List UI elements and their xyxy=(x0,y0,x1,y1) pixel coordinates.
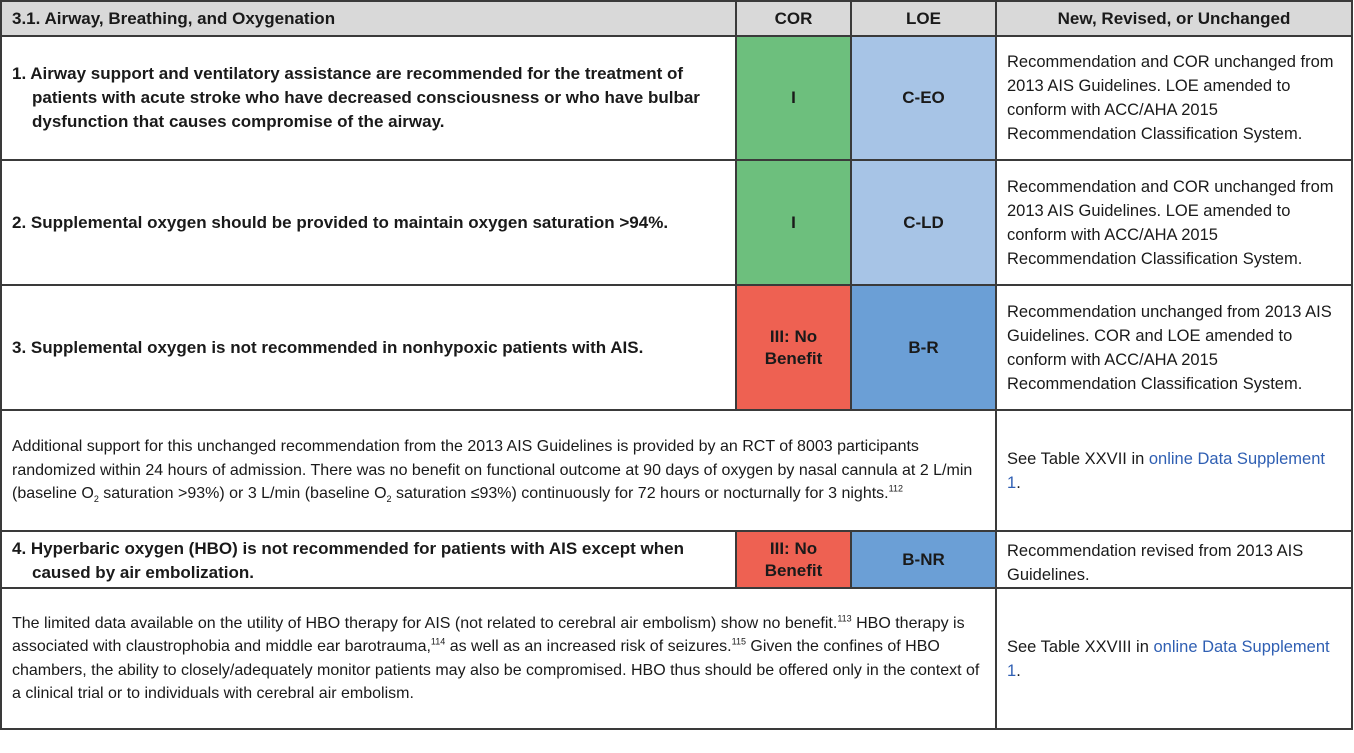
cor-line-1: III: No xyxy=(769,538,818,558)
supporting-note-row-1: Additional support for this unchanged re… xyxy=(0,409,1353,532)
status-header: New, Revised, or Unchanged xyxy=(995,0,1353,37)
reference-superscript: 113 xyxy=(837,613,852,624)
loe-badge: B-R xyxy=(850,284,997,411)
cor-badge: III: No Benefit xyxy=(735,284,852,411)
cor-line-1: III: No xyxy=(769,326,818,346)
loe-badge: C-LD xyxy=(850,159,997,286)
cor-header: COR xyxy=(735,0,852,37)
status-text: Recommendation unchanged from 2013 AIS G… xyxy=(995,284,1353,411)
table-header-row: 3.1. Airway, Breathing, and Oxygenation … xyxy=(0,0,1353,37)
cor-line-2: Benefit xyxy=(764,348,823,368)
supporting-note-row-2: The limited data available on the utilit… xyxy=(0,587,1353,730)
data-supplement-link[interactable]: online Data Supplement 1 xyxy=(1007,637,1330,680)
data-supplement-link[interactable]: online Data Supplement 1 xyxy=(1007,449,1325,492)
cor-badge: III: No Benefit xyxy=(735,530,852,589)
supporting-text: The limited data available on the utilit… xyxy=(0,587,997,730)
recommendation-row-4: 4. Hyperbaric oxygen (HBO) is not recomm… xyxy=(0,530,1353,589)
recommendations-table: 3.1. Airway, Breathing, and Oxygenation … xyxy=(0,0,1353,730)
recommendation-row-1: 1. Airway support and ventilatory assist… xyxy=(0,35,1353,161)
recommendation-text: 3. Supplemental oxygen is not recommende… xyxy=(12,337,644,357)
data-supplement-reference: See Table XXVIII in online Data Suppleme… xyxy=(995,587,1353,730)
reference-superscript: 115 xyxy=(731,636,746,647)
loe-badge: B-NR xyxy=(850,530,997,589)
cor-line-2: Benefit xyxy=(764,560,823,580)
reference-superscript: 114 xyxy=(430,636,446,647)
recommendation-text: 4. Hyperbaric oxygen (HBO) is not recomm… xyxy=(12,539,684,582)
supporting-text: Additional support for this unchanged re… xyxy=(0,409,997,532)
reference-superscript: 112 xyxy=(888,483,903,494)
recommendation-row-3: 3. Supplemental oxygen is not recommende… xyxy=(0,284,1353,411)
recommendation-row-2: 2. Supplemental oxygen should be provide… xyxy=(0,159,1353,286)
recommendation-text: 2. Supplemental oxygen should be provide… xyxy=(12,212,669,232)
loe-badge: C-EO xyxy=(850,35,997,161)
status-text: Recommendation and COR unchanged from 20… xyxy=(995,159,1353,286)
loe-header: LOE xyxy=(850,0,997,37)
data-supplement-reference: See Table XXVII in online Data Supplemen… xyxy=(995,409,1353,532)
status-text: Recommendation and COR unchanged from 20… xyxy=(995,35,1353,161)
section-title: 3.1. Airway, Breathing, and Oxygenation xyxy=(0,0,737,37)
cor-badge: I xyxy=(735,159,852,286)
recommendation-text: 1. Airway support and ventilatory assist… xyxy=(12,64,700,131)
cor-badge: I xyxy=(735,35,852,161)
status-text: Recommendation revised from 2013 AIS Gui… xyxy=(995,530,1353,589)
